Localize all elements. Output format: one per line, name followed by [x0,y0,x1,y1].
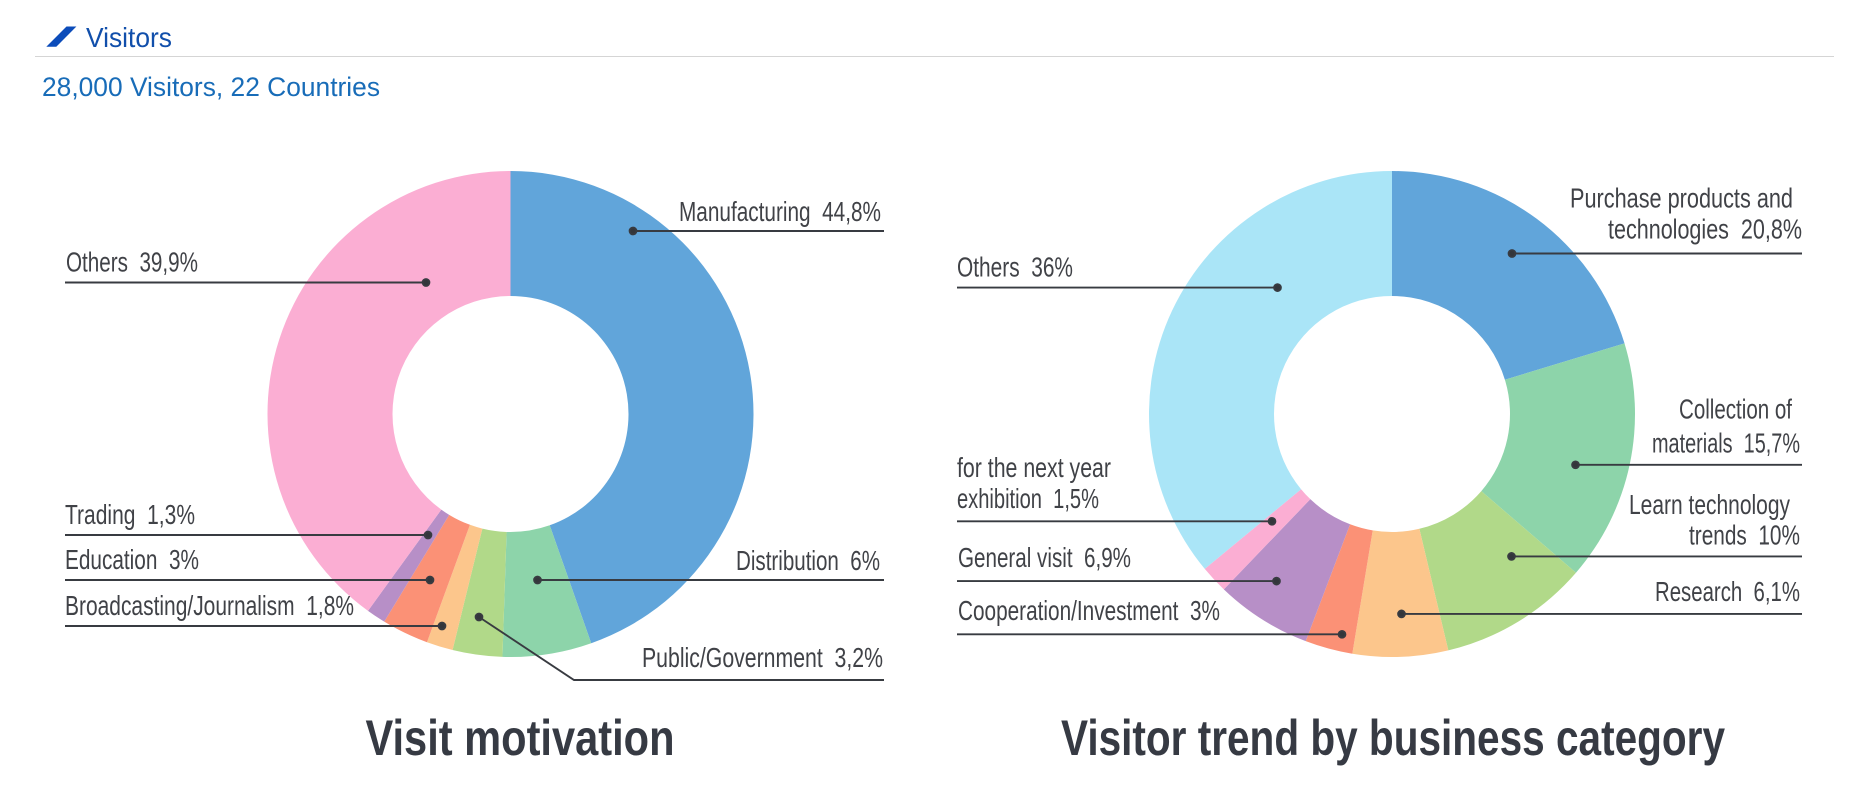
svg-text:for the next year: for the next year [957,452,1111,483]
svg-text:Others 36%: Others 36% [957,251,1073,282]
svg-text:Purchase products and: Purchase products and [1570,183,1793,214]
svg-text:Cooperation/Investment 3%: Cooperation/Investment 3% [958,595,1220,626]
svg-text:Visitor trend by business cate: Visitor trend by business category [1061,710,1725,766]
svg-text:28,000 Visitors, 22 Countries: 28,000 Visitors, 22 Countries [42,72,380,102]
svg-text:Public/Government 3,2%: Public/Government 3,2% [642,642,883,673]
svg-text:Learn technology: Learn technology [1629,489,1790,520]
svg-text:Visitors: Visitors [86,22,172,53]
svg-text:Collection of: Collection of [1679,394,1792,425]
svg-text:Distribution 6%: Distribution 6% [736,545,880,576]
svg-text:Others 39,9%: Others 39,9% [66,247,198,278]
svg-text:General visit 6,9%: General visit 6,9% [958,542,1131,573]
svg-text:Research 6,1%: Research 6,1% [1655,576,1800,607]
svg-text:Education 3%: Education 3% [65,544,199,575]
svg-text:Trading 1,3%: Trading 1,3% [65,499,195,530]
svg-text:technologies 20,8%: technologies 20,8% [1608,214,1802,245]
svg-text:materials 15,7%: materials 15,7% [1652,428,1800,459]
svg-text:exhibition 1,5%: exhibition 1,5% [957,483,1099,514]
svg-text:Broadcasting/Journalism 1,8%: Broadcasting/Journalism 1,8% [65,590,354,621]
svg-text:Visit motivation: Visit motivation [366,710,675,766]
svg-text:Manufacturing 44,8%: Manufacturing 44,8% [679,196,881,227]
svg-text:trends 10%: trends 10% [1689,520,1800,551]
